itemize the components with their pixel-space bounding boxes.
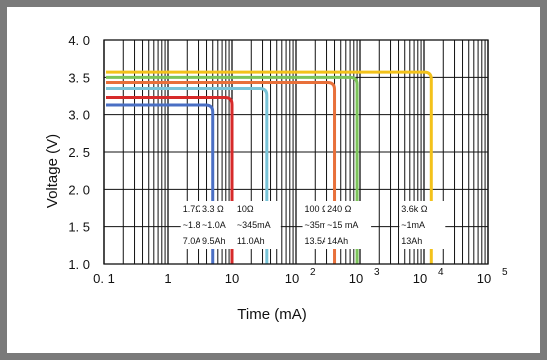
x-axis-label: Time (mA) xyxy=(237,306,306,323)
y-tick-label: 1. 5 xyxy=(68,220,90,235)
x-tick-label: 10 xyxy=(349,271,363,286)
series-annotation-line: 11.0Ah xyxy=(237,236,265,246)
x-tick-label: 1 xyxy=(164,271,171,286)
series-annotation-line: 10Ω xyxy=(237,204,254,214)
chart-panel: 1.7Ω ~1.8A 7.0Ah 3.3 Ω ~1.0A 9.5Ah 10Ω ~345mA 11… xyxy=(7,7,540,353)
series-annotation-line: ~1.0A xyxy=(202,220,226,230)
y-tick-label: 3. 0 xyxy=(68,108,90,123)
y-tick-label: 4. 0 xyxy=(68,33,90,48)
series-annotation-line: 13Ah xyxy=(401,236,422,246)
x-tick-exponent: 2 xyxy=(310,267,316,278)
x-tick-exponent: 3 xyxy=(374,267,380,278)
y-tick-label: 2. 0 xyxy=(68,182,90,197)
series-annotation-line: 3.3 Ω xyxy=(202,204,224,214)
x-tick-label: 10 xyxy=(225,271,239,286)
x-tick-label: 10 xyxy=(413,271,427,286)
x-tick-label: 10 xyxy=(285,271,299,286)
series-annotation-line: 9.5Ah xyxy=(202,236,226,246)
series-annotation-line: ~1mA xyxy=(401,220,425,230)
y-tick-label: 2. 5 xyxy=(68,145,90,160)
series-annotation-line: 14Ah xyxy=(327,236,348,246)
y-axis-label: Voltage (V) xyxy=(44,134,61,208)
y-tick-label: 3. 5 xyxy=(68,70,90,85)
series-annotation-line: ~345mA xyxy=(237,220,271,230)
x-tick-exponent: 5 xyxy=(502,267,508,278)
series-annotation-line: 240 Ω xyxy=(327,204,352,214)
series-annotation-line: 1.7Ω xyxy=(183,204,203,214)
x-tick-label: 0. 1 xyxy=(93,271,115,286)
series-annotation-line: 3.6k Ω xyxy=(401,204,428,214)
series-annotation-line: ~15 mA xyxy=(327,220,358,230)
y-tick-label: 1. 0 xyxy=(68,257,90,272)
x-tick-label: 10 xyxy=(477,271,491,286)
x-tick-exponent: 4 xyxy=(438,267,444,278)
